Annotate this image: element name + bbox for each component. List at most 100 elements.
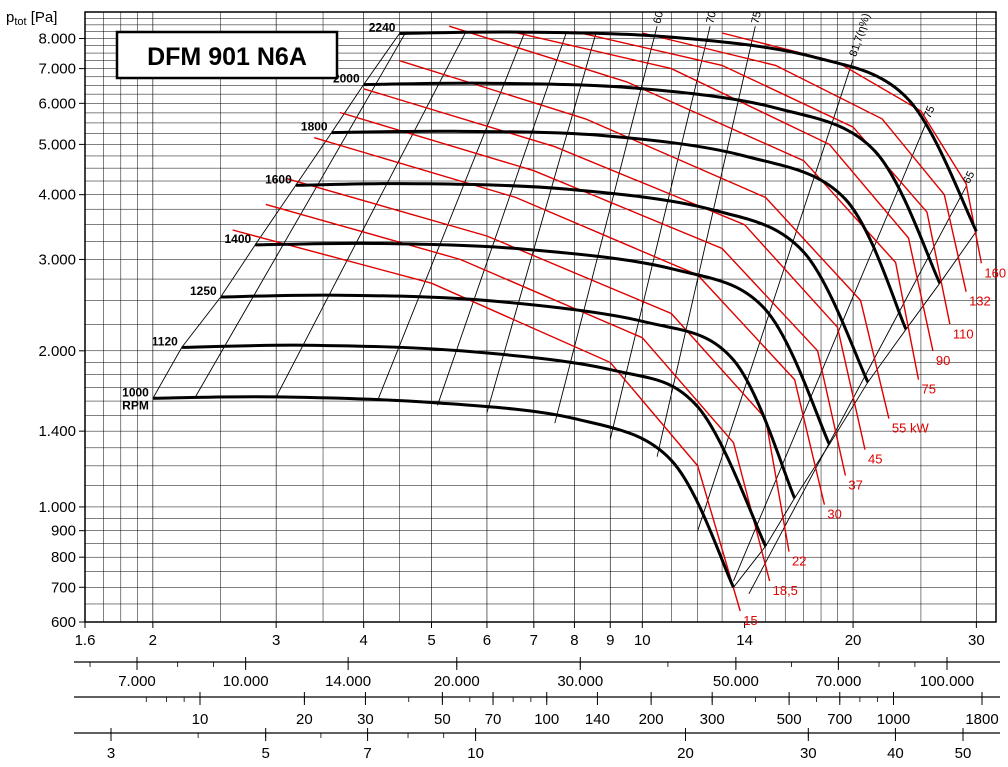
secondary-tick-label: 14.000 bbox=[325, 673, 371, 690]
secondary-tick-label: 100.000 bbox=[920, 673, 974, 690]
x-tick-label: 9 bbox=[606, 632, 614, 649]
y-tick-label: 1.000 bbox=[38, 499, 76, 516]
rpm-curve bbox=[152, 395, 735, 588]
rpm-label: 1000 bbox=[122, 385, 149, 399]
x-tick-label: 6 bbox=[483, 632, 491, 649]
power-line bbox=[399, 60, 890, 419]
x-axis-ticks: 1.6 2 3 4 5 6 7 8 9 10 14 20 30 bbox=[75, 622, 985, 649]
rpm-curve bbox=[295, 182, 870, 383]
efficiency-line bbox=[486, 31, 597, 413]
secondary-tick-label: 20 bbox=[677, 745, 694, 762]
y-tick-label: 6.000 bbox=[38, 95, 76, 112]
rpm-curve bbox=[399, 30, 978, 232]
y-tick-label: 1.400 bbox=[38, 423, 76, 440]
efficiency-line bbox=[437, 31, 568, 406]
x-tick-label: 5 bbox=[427, 632, 435, 649]
power-line bbox=[448, 25, 920, 380]
secondary-tick-label: 7 bbox=[363, 745, 371, 762]
plot-frame bbox=[84, 11, 997, 623]
secondary-tick-label: 50 bbox=[955, 745, 972, 762]
power-lines bbox=[232, 25, 983, 612]
power-label: 18,5 bbox=[773, 583, 798, 598]
power-line bbox=[314, 137, 826, 505]
rpm-label: 1800 bbox=[301, 120, 328, 134]
power-label: 90 bbox=[936, 353, 950, 368]
power-label: 22 bbox=[792, 554, 806, 569]
rpm-curve bbox=[220, 293, 796, 499]
power-label: 110 bbox=[953, 326, 974, 341]
secondary-tick-label: 70.000 bbox=[815, 673, 861, 690]
secondary-tick-label: 700 bbox=[827, 711, 852, 728]
secondary-tick-label: 70 bbox=[485, 711, 502, 728]
y-tick-label: 7.000 bbox=[38, 61, 76, 78]
rpm-curve bbox=[255, 241, 831, 446]
rpm-label: 1120 bbox=[152, 334, 178, 348]
rpm-curve bbox=[363, 81, 942, 284]
power-line bbox=[232, 229, 741, 612]
secondary-tick-label: 50.000 bbox=[713, 673, 759, 690]
rpm-label: 2000 bbox=[333, 72, 360, 86]
power-line bbox=[574, 30, 951, 325]
power-label: 75 bbox=[921, 382, 935, 397]
secondary-tick-label: 3 bbox=[107, 745, 115, 762]
efficiency-label: 75 bbox=[750, 10, 764, 25]
chart-title: DFM 901 N6A bbox=[147, 43, 307, 71]
efficiency-label: 75 bbox=[922, 104, 938, 120]
y-tick-label: 900 bbox=[51, 523, 76, 540]
power-label: 55 kW bbox=[892, 421, 930, 436]
y-tick-label: 600 bbox=[51, 614, 76, 631]
x-tick-label: 20 bbox=[845, 632, 862, 649]
rpm-label: 2240 bbox=[369, 21, 396, 35]
y-tick-label: 3.000 bbox=[38, 251, 76, 268]
secondary-tick-label: 50 bbox=[434, 711, 451, 728]
y-tick-label: 5.000 bbox=[38, 136, 76, 153]
rpm-curve bbox=[181, 343, 767, 547]
secondary-tick-label: 140 bbox=[585, 711, 610, 728]
y-axis-label-sub: tot bbox=[14, 16, 26, 28]
secondary-tick-label: 20 bbox=[296, 711, 313, 728]
power-line bbox=[285, 177, 790, 552]
y-axis-label-unit: [Pa] bbox=[27, 9, 58, 26]
power-label: 15 bbox=[743, 613, 757, 628]
rpm-label: 1600 bbox=[265, 172, 292, 186]
secondary-tick-label: 300 bbox=[700, 711, 725, 728]
chart-title-box bbox=[115, 30, 339, 80]
efficiency-label: 70 bbox=[704, 10, 719, 25]
power-line bbox=[511, 30, 934, 351]
secondary-tick-label: 5 bbox=[262, 745, 270, 762]
secondary-tick-label: 10.000 bbox=[223, 673, 269, 690]
power-label: 160 bbox=[984, 265, 1006, 280]
secondary-tick-label: 7.000 bbox=[118, 673, 156, 690]
y-tick-label: 8.000 bbox=[38, 31, 76, 48]
secondary-tick-label: 10 bbox=[467, 745, 484, 762]
rpm-curve bbox=[331, 129, 908, 330]
rpm-label: 1250 bbox=[190, 284, 217, 298]
x-tick-label: 3 bbox=[272, 632, 280, 649]
y-axis-ticks: 600 700 800 900 1.000 1.400 2.000 3.000 4.000 5.0… bbox=[38, 31, 85, 631]
efficiency-line bbox=[554, 26, 658, 424]
power-label: 132 bbox=[969, 294, 991, 309]
secondary-tick-label: 30.000 bbox=[557, 673, 603, 690]
power-label: 37 bbox=[848, 477, 862, 492]
grid bbox=[85, 11, 996, 623]
secondary-tick-label: 30 bbox=[800, 745, 817, 762]
power-line bbox=[265, 203, 771, 582]
y-tick-label: 4.000 bbox=[38, 187, 76, 204]
x-tick-label: 8 bbox=[570, 632, 578, 649]
rpm-end-line bbox=[733, 231, 977, 588]
x-tick-label: 2 bbox=[149, 632, 157, 649]
y-tick-label: 800 bbox=[51, 549, 76, 566]
power-label: 45 bbox=[868, 452, 882, 467]
secondary-tick-label: 1800 bbox=[965, 711, 998, 728]
y-axis-label-main: p bbox=[6, 9, 14, 26]
rpm-unit-label: RPM bbox=[122, 398, 149, 412]
efficiency-label: 60 bbox=[651, 10, 666, 25]
power-label: 30 bbox=[827, 507, 841, 522]
x-tick-label: 4 bbox=[359, 632, 367, 649]
efficiency-line bbox=[733, 120, 928, 582]
efficiency-label: 81,7(η%) bbox=[848, 12, 873, 58]
power-line bbox=[363, 88, 866, 450]
x-tick-label: 10 bbox=[634, 632, 651, 649]
x-tick-label: 7 bbox=[530, 632, 538, 649]
